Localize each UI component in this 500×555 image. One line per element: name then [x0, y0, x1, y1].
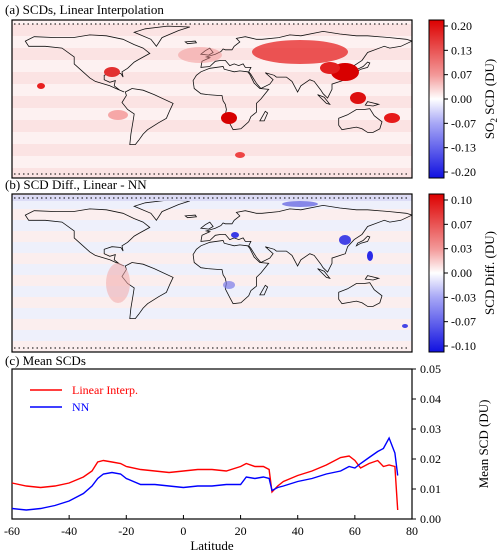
continent-outline — [192, 240, 270, 305]
panel-a-so2-hotspots — [37, 40, 400, 158]
y-tick-label: 0.02 — [420, 452, 441, 466]
legend-linear: Linear Interp. — [72, 383, 138, 397]
y-tick-label: 0.01 — [420, 482, 441, 496]
continent-outline — [200, 204, 412, 273]
x-tick-label: 0 — [180, 524, 186, 538]
colorbar-tick-label: -0.20 — [451, 165, 476, 179]
series-line-nn — [11, 436, 399, 511]
x-tick-label: 60 — [349, 524, 361, 538]
x-tick-label: 20 — [235, 524, 247, 538]
legend-nn: NN — [72, 400, 90, 414]
colorbar-tick-label: 0.03 — [451, 242, 472, 256]
continent-outline — [199, 221, 214, 230]
legend: Linear Interp. NN — [30, 383, 138, 414]
y-axis-label: Mean SCD (DU) — [476, 400, 491, 489]
x-tick-label: 80 — [406, 524, 418, 538]
y-tick-label: 0.05 — [420, 362, 441, 376]
continent-outline — [184, 214, 198, 219]
continent-outline — [317, 94, 331, 105]
y-tick-label: 0.03 — [420, 422, 441, 436]
continent-outline — [355, 61, 371, 73]
panel-b-colorbar-label: SCD Diff. (DU) — [482, 231, 497, 315]
continent-outline — [24, 34, 151, 93]
panel-a-colorbar: 0.20 0.13 0.07 0.00 -0.07 -0.13 -0.20 SO2 SCD … — [428, 19, 499, 179]
series-line-linear — [11, 455, 399, 511]
panel-a-title: (a) SCDs, Linear Interpolation — [5, 2, 164, 17]
x-tick-label: -40 — [61, 524, 77, 538]
continent-outline — [338, 108, 383, 133]
colorbar-tick-label: 0.20 — [451, 19, 472, 33]
colorbar-tick-label: 0.07 — [451, 68, 472, 82]
continent-outline — [364, 101, 381, 107]
colorbar-tick-label: -0.07 — [451, 315, 476, 329]
continent-outline — [364, 275, 381, 281]
panel-a-map — [12, 20, 412, 178]
panel-b: (b) SCD Diff., Linear - NN 0.100.070.030… — [5, 177, 497, 353]
panel-c: (c) Mean SCDs -60 -40 -20 0 20 40 60 80 0.000.0… — [4, 353, 491, 553]
continent-outline — [317, 268, 331, 279]
continent-outline — [259, 284, 269, 296]
colorbar-tick-label: 0.13 — [451, 43, 472, 57]
panel-c-title: (c) Mean SCDs — [5, 353, 86, 368]
y-axis: 0.00 0.01 0.02 0.03 0.04 0.05 — [412, 362, 441, 526]
continent-outline — [199, 47, 214, 56]
x-axis-label: Latitude — [190, 538, 234, 553]
continent-outline — [192, 66, 270, 131]
colorbar-tick-label: 0.10 — [451, 193, 472, 207]
x-axis: -60 -40 -20 0 20 40 60 80 — [4, 515, 418, 538]
panel-b-colorbar: 0.10 0.07 0.03 0.00 -0.03 -0.07 -0.10 SCD Diff… — [428, 193, 497, 353]
colorbar-tick-label: 0.00 — [451, 92, 472, 106]
continent-outline — [338, 282, 383, 307]
panel-a-frame — [11, 19, 413, 179]
colorbar-tick-label: -0.03 — [451, 290, 476, 304]
panel-b-map — [12, 194, 412, 352]
y-tick-label: 0.00 — [420, 512, 441, 526]
colorbar-tick-label: -0.10 — [451, 339, 476, 353]
x-tick-label: -60 — [4, 524, 20, 538]
x-tick-label: 40 — [292, 524, 304, 538]
series-lines — [11, 436, 399, 511]
continent-outline — [121, 88, 174, 146]
panel-b-title: (b) SCD Diff., Linear - NN — [5, 177, 147, 192]
continent-outline — [259, 110, 269, 122]
continent-outline — [133, 25, 190, 47]
colorbar-tick-label: -0.13 — [451, 141, 476, 155]
y-tick-label: 0.04 — [420, 392, 441, 406]
panel-c-frame — [11, 368, 413, 520]
colorbar-tick-label: 0.00 — [451, 266, 472, 280]
x-tick-label: -20 — [118, 524, 134, 538]
panel-a: (a) SCDs, Linear Interpolation — [5, 2, 499, 179]
panel-b-frame — [11, 193, 413, 353]
colorbar-tick-label: 0.07 — [451, 217, 472, 231]
panel-a-colorbar-label: SO2 SCD (DU) — [482, 59, 499, 139]
continent-outline — [24, 208, 151, 267]
colorbar-tick-label: -0.07 — [451, 116, 476, 130]
continent-outline — [355, 235, 371, 247]
continent-outline — [184, 40, 198, 45]
